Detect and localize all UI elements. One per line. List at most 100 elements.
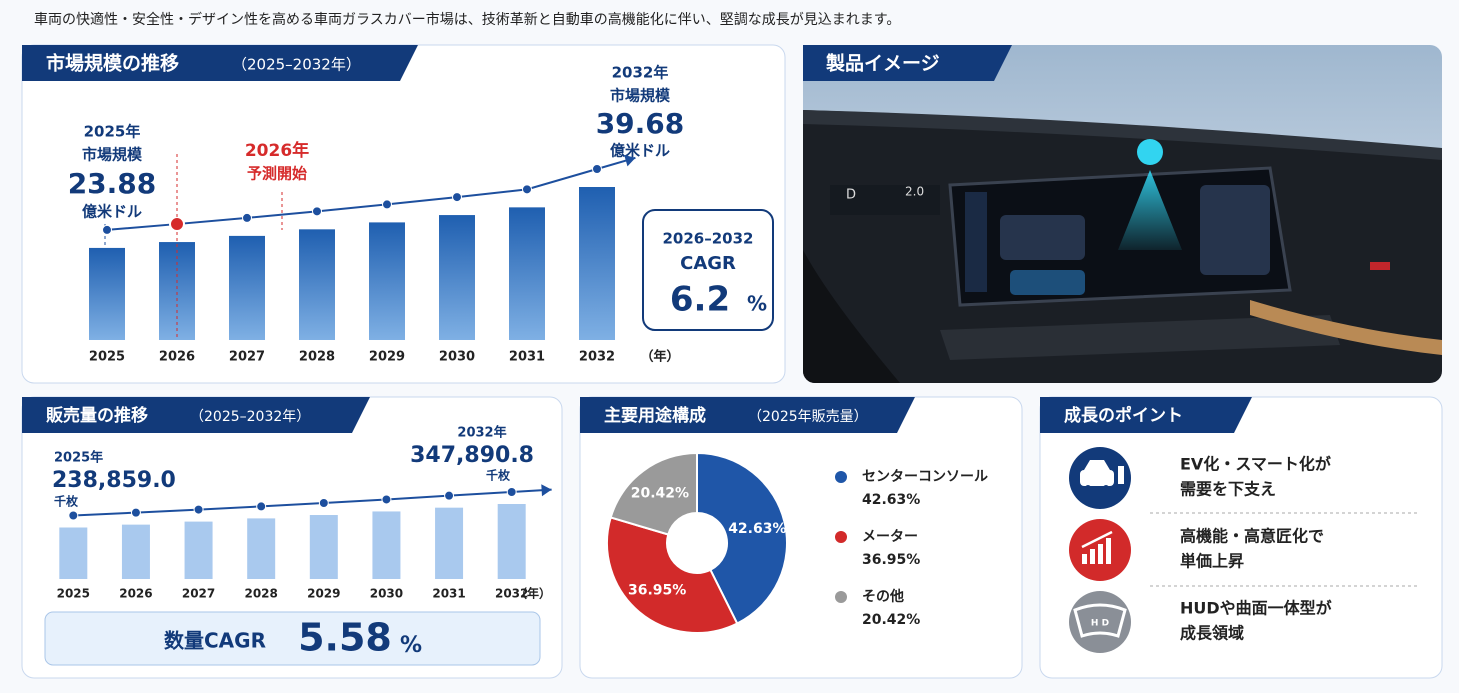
bar <box>184 521 213 579</box>
x-tick-label: 2029 <box>307 587 340 601</box>
bar <box>372 511 401 579</box>
annotation: 予測開始 <box>247 165 307 183</box>
cagr-label: 数量CAGR <box>164 629 266 653</box>
panel-subtitle: （2025–2032年） <box>232 56 361 74</box>
x-tick-label: 2031 <box>509 350 545 365</box>
panel-title: 主要用途構成 <box>604 405 706 426</box>
cagr-unit: % <box>747 292 767 316</box>
x-tick-label: 2031 <box>432 587 465 601</box>
annotation: 2032年 <box>457 425 506 441</box>
trend-marker <box>318 498 329 509</box>
bar <box>497 504 526 579</box>
bar <box>247 518 276 579</box>
annotation: 2026年 <box>245 140 309 161</box>
data-label: 42.63% <box>728 521 786 537</box>
legend-value: 36.95% <box>862 552 920 568</box>
growth-text: HUDや曲面一体型が <box>1180 599 1332 618</box>
trend-marker <box>382 199 392 210</box>
trend-marker <box>506 487 517 497</box>
trend-marker <box>522 184 532 195</box>
legend-swatch <box>835 531 847 543</box>
trend-marker <box>102 224 112 235</box>
product-image: D 2.0 <box>803 45 1442 383</box>
bar <box>89 247 125 340</box>
cagr-box <box>44 611 541 666</box>
trend-marker <box>256 501 267 512</box>
svg-text:2.0: 2.0 <box>905 185 924 199</box>
annotation: 2025年 <box>84 123 141 141</box>
annotation: 市場規模 <box>82 146 143 164</box>
bar <box>121 524 150 579</box>
growth-text: EV化・スマート化が <box>1180 455 1331 474</box>
annotation: 億米ドル <box>82 203 142 221</box>
data-label: 36.95% <box>628 583 686 599</box>
pie-slice <box>696 451 788 625</box>
cagr-value: 6.2 <box>670 280 730 320</box>
cagr-box <box>642 209 774 331</box>
panel-title: 成長のポイント <box>1064 405 1183 426</box>
bar <box>435 507 464 579</box>
legend-value: 42.63% <box>862 492 920 508</box>
bar <box>439 215 475 340</box>
cagr-period: 2026–2032 <box>663 230 754 248</box>
pie-slice <box>606 516 739 634</box>
x-tick-label: 2026 <box>119 587 152 601</box>
x-axis-label: （年） <box>515 586 551 601</box>
annotation: 市場規模 <box>610 87 671 105</box>
trend-marker <box>193 504 204 515</box>
legend-label: センターコンソール <box>862 469 988 485</box>
legend-label: メーター <box>862 529 918 545</box>
x-tick-label: 2027 <box>229 350 265 365</box>
x-tick-label: 2030 <box>370 587 403 601</box>
growth-text: 需要を下支え <box>1180 480 1276 499</box>
trend-marker <box>592 164 602 174</box>
annotation: 2025年 <box>54 450 103 466</box>
x-axis-label: （年） <box>640 349 679 365</box>
x-tick-label: 2032 <box>495 587 528 601</box>
trend-marker <box>242 212 252 223</box>
x-tick-label: 2028 <box>244 587 277 601</box>
section-tabs <box>22 45 1252 433</box>
growth-text: 単価上昇 <box>1180 552 1244 571</box>
annotation-value: 23.88 <box>68 167 157 200</box>
x-tick-label: 2025 <box>89 350 125 365</box>
svg-text:H D: H D <box>1091 619 1109 629</box>
trend-marker <box>444 490 455 501</box>
bar <box>509 207 545 340</box>
bar <box>369 222 405 340</box>
x-tick-label: 2027 <box>182 587 215 601</box>
trend-marker <box>68 510 79 521</box>
annotation: 億米ドル <box>610 142 670 160</box>
annotation: 2032年 <box>612 64 669 82</box>
trend-marker <box>452 192 462 203</box>
arrow-head <box>624 154 636 167</box>
bar <box>579 187 615 340</box>
annotations: 2025年 市場規模 23.88 億米ドル 2026年 予測開始 2032年 市… <box>68 64 685 221</box>
annotation: 千枚 <box>54 494 79 509</box>
bar <box>309 515 338 579</box>
legend-label: その他 <box>862 588 904 605</box>
data-label: 20.42% <box>631 485 689 501</box>
pie-slice <box>609 451 698 536</box>
legend-swatch <box>835 471 847 483</box>
header-text: 車両の快適性・安全性・デザイン性を高める車両ガラスカバー市場は、技術革新と自動車… <box>34 11 900 28</box>
annotation: 千枚 <box>486 468 511 483</box>
panel-subtitle: （2025–2032年） <box>190 409 310 425</box>
svg-text:D: D <box>846 188 856 203</box>
panel-title: 販売量の推移 <box>46 405 148 426</box>
panel-subtitle: （2025年販売量） <box>748 409 868 425</box>
growth-icons: H D <box>1069 447 1420 653</box>
annotation-value: 347,890.8 <box>410 443 534 468</box>
trend-marker <box>312 206 322 217</box>
bar <box>229 235 265 340</box>
legend-swatch <box>835 591 847 603</box>
cagr-unit: % <box>400 633 422 658</box>
legend-value: 20.42% <box>862 612 920 628</box>
x-tick-label: 2029 <box>369 350 405 365</box>
annotation-value: 39.68 <box>596 107 685 140</box>
x-tick-label: 2032 <box>579 350 615 365</box>
cagr-value: 5.58 <box>298 616 392 660</box>
cagr-label: CAGR <box>680 253 736 274</box>
growth-text: 成長領域 <box>1180 624 1244 643</box>
